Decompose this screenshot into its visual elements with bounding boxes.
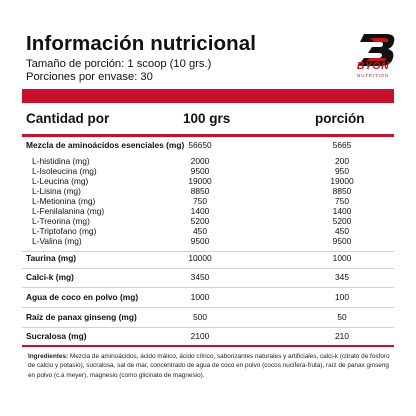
row-value-100g: 2100 [190, 331, 210, 341]
row-value-portion: 450 [335, 226, 349, 236]
row-name: Sucralosa (mg) [26, 331, 87, 341]
top-red-bar [22, 89, 394, 103]
row-value-100g: 8850 [190, 186, 210, 196]
table-row: L-Lisina (mg) 8850 8850 [0, 186, 416, 197]
table-row: Agua de coco en polvo (mg) 1000 100 [0, 292, 416, 303]
row-name: L-Valina (mg) [32, 236, 82, 246]
row-name: Mezcla de aminoácidos esenciales (mg) [26, 140, 185, 150]
row-value-100g: 19000 [188, 176, 212, 186]
ingredients-label: Ingredientes: [28, 353, 69, 360]
ingredients-text: Ingredientes: Mezcla de aminoácidos, áci… [28, 352, 394, 380]
row-value-100g: 9500 [190, 166, 210, 176]
row-value-100g: 450 [193, 226, 207, 236]
row-value-portion: 950 [335, 166, 349, 176]
row-value-100g: 3450 [190, 272, 210, 282]
row-name: Calci-k (mg) [26, 272, 74, 282]
table-row: L-Triptofano (mg) 450 450 [0, 226, 416, 237]
row-value-100g: 750 [193, 196, 207, 206]
row-value-100g: 2000 [190, 156, 210, 166]
table-row: L-histidina (mg) 2000 200 [0, 156, 416, 167]
page-title: Información nutricional [26, 32, 257, 55]
row-divider [22, 307, 394, 308]
row-value-portion: 19000 [330, 176, 354, 186]
table-row: Sucralosa (mg) 2100 210 [0, 331, 416, 342]
table-row: L-Leucina (mg) 19000 19000 [0, 176, 416, 187]
row-name: Raíz de panax ginseng (mg) [26, 312, 137, 322]
row-value-portion: 8850 [332, 186, 352, 196]
table-row: Mezcla de aminoácidos esenciales (mg) 56… [0, 140, 416, 151]
row-value-100g: 1400 [190, 206, 210, 216]
row-value-portion: 345 [335, 272, 349, 282]
row-value-portion: 5665 [332, 140, 352, 150]
row-value-portion: 100 [335, 292, 349, 302]
ingredients-list: Mezcla de aminoácidos, ácido málico, áci… [28, 353, 390, 379]
row-divider [22, 268, 394, 269]
row-name: L-histidina (mg) [32, 156, 90, 166]
row-value-100g: 56650 [188, 140, 212, 150]
row-value-portion: 210 [335, 331, 349, 341]
row-value-portion: 750 [335, 196, 349, 206]
table-row: L-Valina (mg) 9500 9500 [0, 236, 416, 247]
header-red-rule [22, 134, 394, 137]
row-divider [22, 287, 394, 288]
bottom-red-rule [22, 345, 394, 347]
row-name: L-Triptofano (mg) [32, 226, 97, 236]
row-value-portion: 5200 [332, 216, 352, 226]
row-value-portion: 9500 [332, 236, 352, 246]
row-divider [22, 327, 394, 328]
row-divider [22, 251, 394, 252]
servings-per-container: Porciones por envase: 30 [26, 71, 153, 83]
header-quantity-label: Cantidad por [26, 111, 110, 126]
table-row: Calci-k (mg) 3450 345 [0, 272, 416, 283]
row-value-100g: 10000 [188, 253, 212, 263]
brand-name: BYON [356, 60, 390, 72]
row-name: Taurina (mg) [26, 253, 77, 263]
table-row: Raíz de panax ginseng (mg) 500 50 [0, 312, 416, 323]
row-name: L-Lisina (mg) [32, 186, 81, 196]
brand-tagline: NUTRITION [357, 73, 389, 78]
serving-size: Tamaño de porción: 1 scoop (10 grs.) [26, 58, 212, 70]
table-row: L-Treorina (mg) 5200 5200 [0, 216, 416, 227]
row-value-portion: 1400 [332, 206, 352, 216]
row-name: L-Fenilalanina (mg) [32, 206, 105, 216]
row-name: L-Metionina (mg) [32, 196, 96, 206]
header-portion: porción [315, 111, 365, 126]
row-value-100g: 5200 [190, 216, 210, 226]
row-value-portion: 200 [335, 156, 349, 166]
row-name: L-Treorina (mg) [32, 216, 90, 226]
row-value-100g: 1000 [190, 292, 210, 302]
row-value-100g: 9500 [190, 236, 210, 246]
table-row: L-Isoleucina (mg) 9500 950 [0, 166, 416, 177]
table-header: Cantidad por 100 grs porción [0, 111, 416, 131]
row-value-portion: 50 [337, 312, 347, 322]
row-name: L-Isoleucina (mg) [32, 166, 97, 176]
row-name: L-Leucina (mg) [32, 176, 89, 186]
table-row: Taurina (mg) 10000 1000 [0, 253, 416, 264]
row-name: Agua de coco en polvo (mg) [26, 292, 139, 302]
byon-b-logo-icon [358, 34, 395, 66]
table-row: L-Fenilalanina (mg) 1400 1400 [0, 206, 416, 217]
row-value-portion: 1000 [332, 253, 352, 263]
table-row: L-Metionina (mg) 750 750 [0, 196, 416, 207]
row-value-100g: 500 [193, 312, 207, 322]
header-100g: 100 grs [183, 111, 231, 126]
